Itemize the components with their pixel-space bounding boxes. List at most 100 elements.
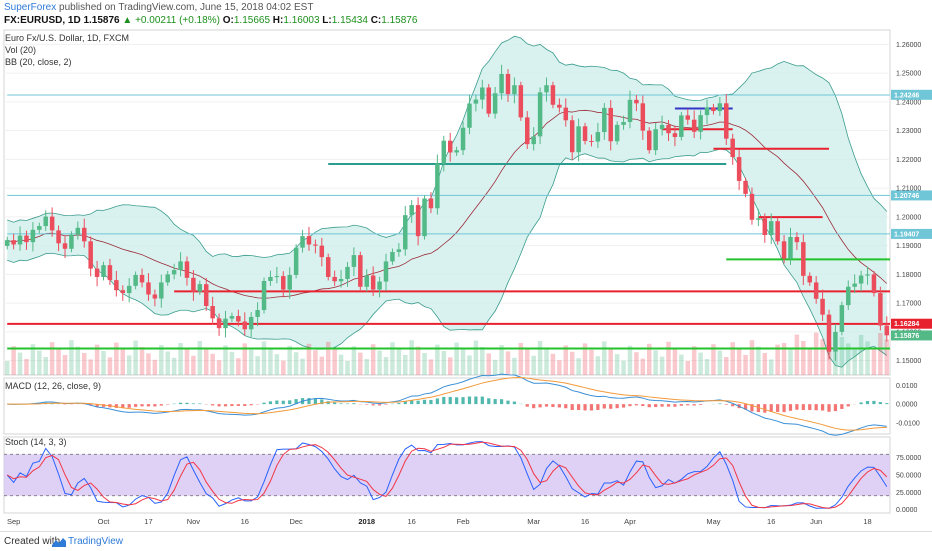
candle-body [768, 221, 774, 235]
candle-body [871, 274, 877, 294]
candle-body [274, 276, 280, 278]
candle-body [460, 127, 466, 151]
volume-bar [191, 355, 196, 375]
candle-body [537, 92, 543, 137]
volume-bar [62, 355, 68, 375]
chart-canvas[interactable]: 1.26000 1.25000 1.24000 1.23000 1.22000 1.210… [0, 0, 932, 531]
volume-bar [325, 341, 331, 375]
bollinger-basis [7, 109, 888, 299]
price-tick-label: 1.25000 [896, 71, 921, 78]
volume-bar [736, 348, 742, 375]
candle-body [781, 241, 787, 259]
date-tick-label: Mar [527, 517, 540, 526]
volume-bar [255, 356, 260, 375]
price-tick-label: 1.20000 [896, 214, 921, 221]
volume-bar [114, 342, 119, 375]
candle-body [152, 294, 158, 299]
candle-body [614, 124, 620, 142]
candle-body [666, 124, 671, 134]
publish-info: published on TradingView.com, June 15, 2… [56, 2, 314, 13]
candle-body [698, 115, 703, 132]
candle-body [415, 205, 421, 237]
volume-bar [614, 354, 620, 375]
candle-body [114, 280, 119, 291]
open-label: O: [222, 15, 234, 26]
candle-body [634, 99, 639, 104]
volume-bar [441, 351, 447, 375]
candle-body [403, 215, 408, 250]
candle-body [736, 157, 742, 181]
candle-body [69, 234, 74, 249]
macd-indicator-label[interactable]: MACD (12, 26, close, 9) [5, 381, 102, 391]
candle-body [557, 104, 562, 108]
price-tick-label: 1.22000 [896, 157, 921, 164]
volume-bar [293, 352, 299, 375]
candle-body [293, 247, 299, 275]
volume-bar [756, 346, 761, 375]
volume-bar [634, 352, 639, 375]
candle-body [775, 221, 780, 242]
candle-body [422, 198, 427, 237]
macd-line [7, 373, 887, 436]
volume-bar [467, 355, 472, 375]
volume-bar [49, 342, 55, 375]
candle-body [762, 218, 768, 235]
candle-body [589, 140, 594, 142]
volume-bar [69, 340, 74, 375]
candle-body [447, 140, 453, 153]
candle-body [229, 316, 235, 319]
tradingview-link[interactable]: TradingView [68, 536, 124, 547]
volume-bar [107, 357, 113, 375]
candle-body [428, 198, 434, 209]
volume-bar [621, 360, 626, 375]
publisher-name[interactable]: SuperForex [4, 2, 57, 13]
date-tick-label: May [706, 517, 720, 526]
price-tick-label: 1.18000 [896, 272, 921, 279]
volume-bar [858, 335, 864, 375]
volume-bar [242, 343, 248, 375]
volume-bar [762, 353, 768, 375]
candle-body [525, 117, 530, 145]
candle-body [807, 275, 812, 283]
price-tick-label: 1.26000 [896, 42, 921, 49]
candle-body [345, 266, 350, 279]
volume-bar [248, 349, 254, 375]
volume-bar [724, 357, 729, 375]
candle-body [518, 85, 524, 118]
volume-bar [409, 340, 414, 375]
volume-bar [807, 347, 812, 375]
candle-body [704, 107, 710, 116]
volume-bar [743, 355, 748, 375]
price-label-text: 1.19407 [894, 231, 919, 238]
candle-body [563, 107, 569, 121]
volume-bar [582, 343, 588, 375]
volume-bar [653, 350, 658, 375]
volume-bar [133, 340, 138, 375]
volume-bar [794, 334, 800, 375]
date-tick-label: Dec [289, 517, 303, 526]
volume-indicator-label[interactable]: Vol (20) [5, 45, 37, 55]
volume-bar [833, 351, 838, 375]
macd-tick-label: 0.0000 [896, 402, 918, 409]
price-label-text: 1.16284 [894, 321, 919, 328]
high-value: 1.16003 [283, 15, 320, 26]
date-tick-label: 17 [144, 517, 152, 526]
volume-bar [281, 360, 286, 375]
volume-bar [268, 347, 273, 375]
price-tick-label: 1.15000 [896, 358, 921, 365]
volume-bar [345, 361, 350, 375]
candle-body [37, 226, 42, 230]
price-label-text: 1.15876 [894, 333, 919, 340]
candle-body [544, 85, 549, 93]
candle-body [146, 282, 151, 295]
candle-body [390, 251, 395, 262]
macd-pane [3, 377, 891, 435]
candle-body [223, 318, 228, 329]
volume-bar [640, 358, 646, 375]
bollinger-indicator-label[interactable]: BB (20, close, 2) [5, 57, 72, 67]
stoch-tick-label: 25.0000 [896, 490, 921, 497]
close-value: 1.15876 [381, 15, 418, 26]
stoch-indicator-label[interactable]: Stoch (14, 3, 3) [5, 437, 67, 447]
candle-body [358, 255, 363, 287]
candle-body [640, 103, 646, 131]
